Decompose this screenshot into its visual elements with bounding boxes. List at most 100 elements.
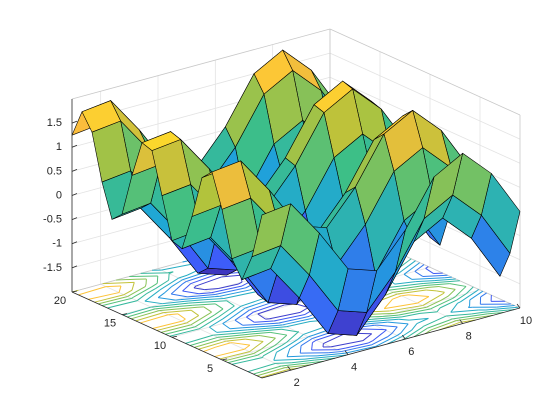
contour-line [240, 296, 268, 307]
contour-line [161, 263, 194, 271]
contour-line [465, 286, 474, 294]
contour-line [404, 326, 423, 340]
contour-line [415, 280, 435, 283]
contour-line [471, 311, 484, 315]
contour-line [387, 336, 402, 345]
contour-line [151, 282, 158, 288]
contour-line [251, 328, 282, 333]
contour-line [118, 285, 122, 293]
contour-line [170, 283, 184, 295]
contour-line [345, 342, 369, 349]
contour-line [476, 288, 479, 292]
y-tick [71, 290, 78, 293]
contour-line [165, 326, 196, 335]
contour-line [428, 286, 439, 288]
contour-line [383, 298, 393, 309]
contour-line [151, 302, 189, 308]
contour-line [123, 306, 152, 316]
contour-line [257, 304, 285, 315]
contour-line [496, 305, 515, 308]
x-axis [261, 307, 521, 379]
contour-line [372, 329, 387, 342]
contour-line [438, 286, 456, 290]
contour-line [105, 285, 122, 288]
contour-line [376, 324, 398, 328]
x-tick [516, 303, 521, 309]
contour-line [246, 316, 255, 323]
contour-line [416, 317, 429, 325]
contour-line [336, 347, 347, 351]
contour-line [178, 274, 188, 279]
contour-line [181, 318, 186, 322]
contour-line [394, 306, 427, 314]
contour-line [260, 368, 289, 378]
contour-line [218, 305, 235, 318]
contour-line [163, 309, 192, 314]
contour-line [256, 367, 286, 377]
contour-line [240, 307, 246, 312]
contour-line [273, 352, 277, 361]
z-tick [71, 193, 78, 196]
contour-line [468, 305, 470, 308]
contour-line [460, 290, 478, 303]
contour-line [140, 314, 169, 324]
contour-line [246, 311, 254, 318]
contour-line [281, 341, 287, 346]
contour-line [447, 289, 456, 297]
contour-line [375, 334, 398, 347]
contour-line [159, 309, 166, 312]
contour-line [203, 346, 216, 353]
contour-line [370, 321, 388, 325]
contour-line [203, 314, 215, 322]
contour-line [440, 295, 449, 302]
contour-line [228, 305, 242, 315]
contour-line [184, 299, 204, 302]
contour-line [414, 270, 424, 277]
contour-line [487, 312, 504, 315]
contour-line [190, 336, 219, 346]
contour-line [455, 286, 467, 297]
contour-line [165, 306, 198, 311]
contour-line [179, 304, 193, 307]
contour-line [291, 359, 315, 364]
contour-line [107, 300, 138, 309]
contour-line [427, 319, 452, 329]
contour-line [135, 312, 164, 322]
contour-line [284, 364, 311, 369]
contour-line [253, 302, 281, 313]
contour-line [192, 303, 216, 306]
contour-line [218, 283, 239, 289]
contour-line [244, 344, 251, 350]
contour-line [389, 305, 423, 312]
contour-line [222, 314, 230, 320]
contour-line [260, 335, 276, 339]
contour-line [254, 320, 274, 323]
contour-line [182, 260, 188, 263]
z-tick-label: 1.5 [47, 117, 62, 129]
contour-line [439, 299, 457, 309]
contour-line [367, 318, 399, 323]
contour-line [398, 308, 431, 316]
contour-line [245, 338, 264, 342]
contour-line [211, 285, 243, 294]
contour-line [278, 315, 310, 324]
contour-line [436, 290, 445, 293]
contour-line [182, 281, 187, 285]
contour-line [159, 277, 179, 291]
contour-line [409, 317, 429, 321]
contour-line [314, 357, 335, 361]
contour-line [262, 355, 264, 358]
contour-line [168, 313, 179, 316]
contour-line [276, 346, 286, 353]
contour-line [430, 320, 457, 331]
contour-line [213, 332, 242, 336]
contour-line [270, 331, 287, 336]
contour-line [193, 285, 197, 289]
contour-line [285, 338, 299, 348]
contour-line [214, 303, 224, 310]
contour-line [282, 317, 314, 326]
contour-line [387, 321, 409, 325]
x-tick-label: 6 [408, 346, 414, 358]
contour-line [226, 338, 246, 342]
contour-line [344, 345, 376, 354]
